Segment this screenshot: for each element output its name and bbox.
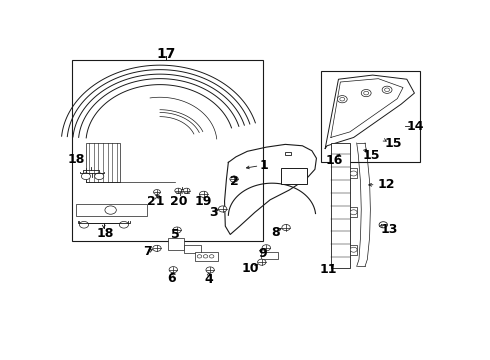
Text: 19: 19 xyxy=(195,195,212,208)
Text: 6: 6 xyxy=(167,272,176,285)
Text: 15: 15 xyxy=(385,137,402,150)
Bar xyxy=(350,207,358,217)
Text: 9: 9 xyxy=(258,247,267,260)
Text: 11: 11 xyxy=(319,264,337,276)
Circle shape xyxy=(203,255,208,258)
Circle shape xyxy=(258,259,266,265)
Bar xyxy=(76,204,147,216)
Circle shape xyxy=(153,245,161,251)
Text: 2: 2 xyxy=(230,175,239,188)
Circle shape xyxy=(199,191,208,197)
Bar xyxy=(350,245,358,255)
Text: 3: 3 xyxy=(209,206,218,219)
Text: 4: 4 xyxy=(204,273,213,286)
Bar xyxy=(281,168,307,184)
Bar xyxy=(261,252,278,260)
Text: 1: 1 xyxy=(259,159,268,172)
Circle shape xyxy=(340,98,345,101)
Circle shape xyxy=(120,221,128,228)
Text: 17: 17 xyxy=(156,47,175,61)
Text: 21: 21 xyxy=(147,195,165,208)
Bar xyxy=(321,71,420,162)
Circle shape xyxy=(361,90,371,97)
Circle shape xyxy=(379,222,388,228)
Text: 14: 14 xyxy=(407,120,424,133)
Circle shape xyxy=(350,247,357,252)
Circle shape xyxy=(230,176,238,182)
Bar xyxy=(184,245,200,253)
Bar xyxy=(72,60,263,242)
Text: 18: 18 xyxy=(68,153,85,166)
Bar xyxy=(331,143,350,268)
Text: 10: 10 xyxy=(241,262,259,275)
Text: 15: 15 xyxy=(363,149,380,162)
Circle shape xyxy=(183,188,190,193)
Circle shape xyxy=(79,221,89,228)
Circle shape xyxy=(350,171,357,176)
Circle shape xyxy=(337,96,347,103)
Circle shape xyxy=(105,206,116,214)
Text: 20: 20 xyxy=(170,195,188,208)
Bar xyxy=(169,238,184,250)
Circle shape xyxy=(206,267,214,273)
Circle shape xyxy=(153,190,160,194)
Circle shape xyxy=(364,91,368,95)
Bar xyxy=(350,168,358,179)
Circle shape xyxy=(81,173,91,180)
Circle shape xyxy=(382,86,392,93)
Circle shape xyxy=(385,88,390,91)
Circle shape xyxy=(282,225,290,231)
Circle shape xyxy=(209,255,214,258)
Bar xyxy=(86,143,120,183)
Text: 13: 13 xyxy=(380,223,397,236)
Circle shape xyxy=(169,267,177,273)
Bar xyxy=(285,152,291,156)
Circle shape xyxy=(350,210,357,215)
Bar xyxy=(195,252,218,261)
Circle shape xyxy=(175,188,182,193)
Text: 18: 18 xyxy=(96,226,114,240)
Text: 8: 8 xyxy=(271,226,280,239)
Circle shape xyxy=(219,206,227,212)
Circle shape xyxy=(173,227,181,233)
Circle shape xyxy=(262,245,270,251)
Text: 16: 16 xyxy=(325,154,343,167)
Text: 7: 7 xyxy=(144,245,152,258)
Circle shape xyxy=(95,173,104,180)
Text: 5: 5 xyxy=(171,228,179,241)
Text: 12: 12 xyxy=(377,178,395,191)
Circle shape xyxy=(197,255,202,258)
